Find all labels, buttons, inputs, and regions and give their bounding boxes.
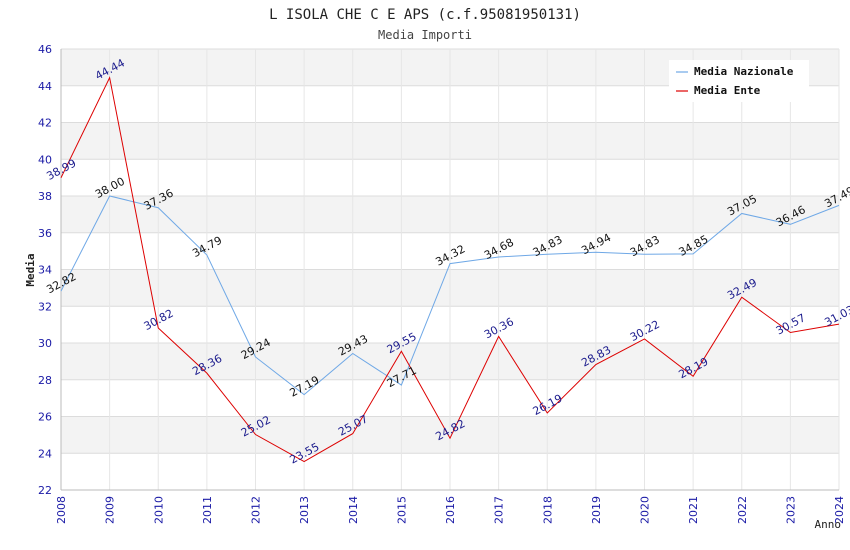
legend-label-ente: Media Ente	[694, 84, 761, 97]
y-tick-label: 40	[38, 153, 52, 166]
x-tick-label: 2023	[784, 496, 797, 524]
x-tick-label: 2011	[201, 496, 214, 524]
plot-frame	[60, 49, 839, 491]
x-tick-label: 2014	[347, 496, 360, 524]
y-axis-ticks: 22 24 26 28 30 32 34 36 38 40 42 44 46	[38, 43, 52, 497]
x-tick-label: 2021	[687, 496, 700, 524]
x-axis-label: Anno	[815, 518, 842, 531]
chart-title: L ISOLA CHE C E APS (c.f.95081950131)	[269, 7, 581, 23]
series-lines	[60, 76, 840, 463]
legend: Media Nazionale Media Ente	[669, 60, 809, 102]
x-tick-label: 2008	[55, 496, 68, 524]
y-tick-label: 42	[38, 117, 52, 130]
x-tick-label: 2018	[541, 496, 554, 524]
y-tick-label: 44	[38, 80, 52, 93]
x-tick-label: 2013	[298, 496, 311, 524]
x-tick-label: 2019	[590, 496, 603, 524]
x-axis-ticks: 2008 2009 2010 2011 2012 2013 2014 2015 2016 2017…	[55, 496, 846, 524]
x-tick-label: 2020	[639, 496, 652, 524]
y-tick-label: 28	[38, 374, 52, 387]
series-line-nazionale	[60, 195, 840, 396]
x-tick-label: 2015	[395, 496, 408, 524]
y-tick-label: 36	[38, 227, 52, 240]
y-tick-label: 30	[38, 337, 52, 350]
x-tick-label: 2009	[104, 496, 117, 524]
y-tick-label: 32	[38, 300, 52, 313]
x-tick-label: 2022	[736, 496, 749, 524]
y-tick-label: 22	[38, 484, 52, 497]
x-tick-label: 2017	[493, 496, 506, 524]
x-tick-label: 2010	[152, 496, 165, 524]
legend-label-nazionale: Media Nazionale	[694, 65, 794, 78]
y-tick-label: 46	[38, 43, 52, 56]
series-line-ente	[60, 76, 840, 463]
x-tick-label: 2016	[444, 496, 457, 524]
y-axis-label: Media	[24, 253, 37, 286]
gridlines	[60, 48, 840, 491]
legend-box	[669, 60, 809, 102]
y-tick-label: 26	[38, 411, 52, 424]
y-tick-label: 38	[38, 190, 52, 203]
y-tick-label: 24	[38, 447, 52, 460]
y-tick-label: 34	[38, 264, 52, 277]
x-tick-label: 2024	[833, 496, 846, 524]
chart-subtitle: Media Importi	[378, 28, 472, 42]
x-tick-label: 2012	[250, 496, 263, 524]
